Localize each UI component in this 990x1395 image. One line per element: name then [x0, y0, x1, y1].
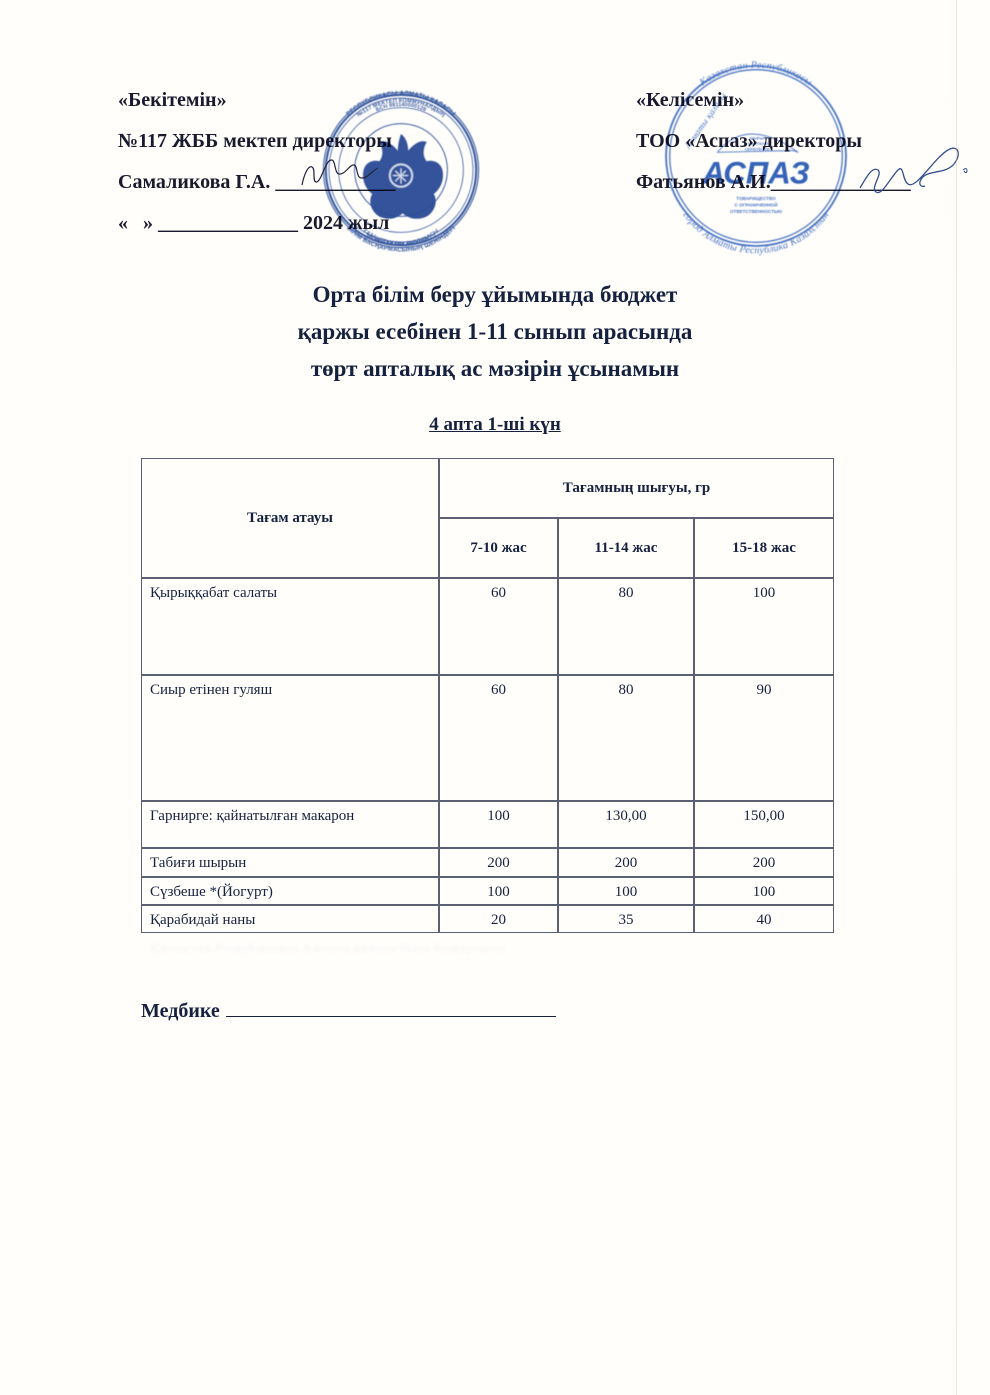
svg-text:ШЕКТЕУЛІ: ШЕКТЕУЛІ: [748, 141, 768, 146]
svg-text:АСПАЗ: АСПАЗ: [701, 156, 809, 191]
svg-text:ШЫҒЫП: ШЫҒЫП: [749, 135, 766, 140]
svg-text:БІЛІМ БАСҢАРМАСЫНЫҢ ШЕНІНДЕГІ: БІЛІМ БАСҢАРМАСЫНЫҢ ШЕНІНДЕГІ: [345, 225, 457, 254]
svg-text:город Алматы Республика Казахс: город Алматы Республика Казахстан: [680, 210, 831, 257]
svg-text:Алматы қаласы: Алматы қаласы: [682, 91, 728, 151]
svg-text:ОТВЕТСТВЕННОСТЬЮ: ОТВЕТСТВЕННОСТЬЮ: [730, 209, 782, 214]
svg-text:СЕРІКТЕСТІГІ: СЕРІКТЕСТІГІ: [745, 146, 771, 151]
svg-text:ТОВАРИЩЕСТВО: ТОВАРИЩЕСТВО: [736, 196, 776, 201]
svg-text:Казахстан Республикасы: Казахстан Республикасы: [697, 60, 814, 89]
svg-text:С ОГРАНИЧЕННОЙ: С ОГРАНИЧЕННОЙ: [734, 201, 777, 208]
